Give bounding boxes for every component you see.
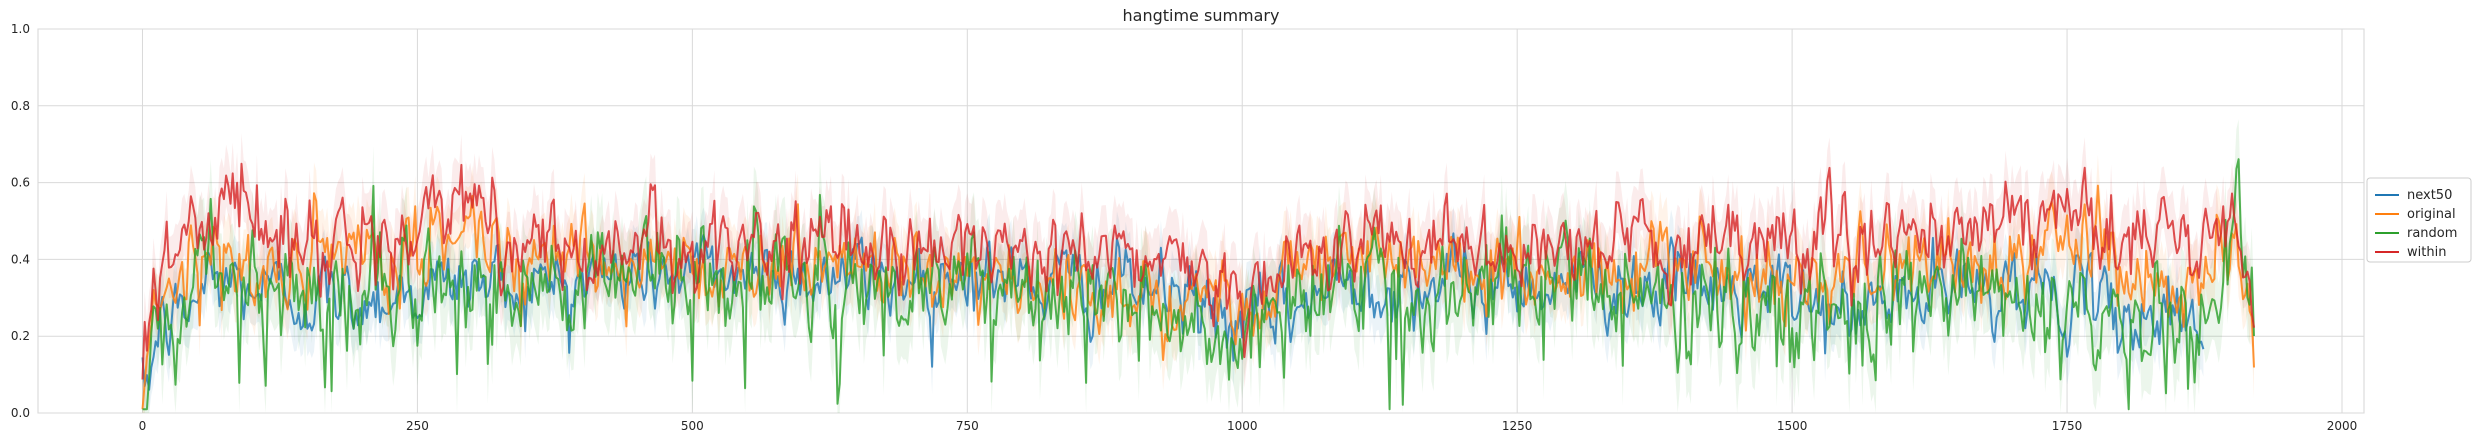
series-line-random: [142, 158, 2255, 411]
x-tick-label: 1750: [2052, 419, 2083, 433]
y-tick-label: 0.8: [11, 99, 30, 113]
legend-label: random: [2407, 226, 2457, 241]
x-tick-label: 0: [139, 419, 147, 433]
legend-box: [2366, 177, 2472, 263]
y-tick-label: 1.0: [11, 22, 30, 36]
x-tick-label: 1500: [1777, 419, 1808, 433]
y-axis-ticks: 0.0 0.2 0.4 0.6 0.8 1.0: [11, 22, 30, 420]
x-tick-label: 250: [406, 419, 429, 433]
plot-area: [37, 28, 2365, 414]
legend-label: original: [2407, 207, 2456, 222]
x-tick-label: 1250: [1502, 419, 1533, 433]
legend-item-next50: next50: [2375, 188, 2452, 203]
y-tick-label: 0.4: [11, 252, 30, 266]
y-tick-label: 0.2: [11, 329, 30, 343]
series-line-original: [141, 184, 2255, 410]
series-lines: [141, 158, 2255, 411]
legend-label: within: [2407, 245, 2446, 260]
legend-item-original: original: [2375, 207, 2456, 222]
x-tick-label: 500: [681, 419, 704, 433]
y-tick-label: 0.6: [11, 176, 30, 190]
series-line-within: [141, 162, 2255, 380]
legend: next50 original random within: [2366, 177, 2472, 263]
legend-item-random: random: [2375, 226, 2457, 241]
x-axis-ticks: 0 250 500 750 1000 1250 1500 1750 2000: [139, 419, 2358, 433]
legend-label: next50: [2407, 188, 2452, 203]
y-tick-label: 0.0: [11, 406, 30, 420]
x-tick-label: 2000: [2327, 419, 2358, 433]
x-tick-label: 1000: [1227, 419, 1258, 433]
x-tick-label: 750: [956, 419, 979, 433]
confidence-band-next50: [142, 205, 2204, 413]
legend-item-within: within: [2375, 245, 2446, 260]
chart-title: hangtime summary: [1123, 6, 1280, 25]
